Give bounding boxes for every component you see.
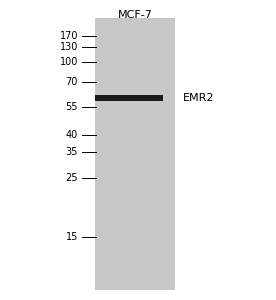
Text: 15: 15 xyxy=(66,232,78,242)
Text: 70: 70 xyxy=(66,77,78,87)
Text: 100: 100 xyxy=(60,57,78,67)
Text: 170: 170 xyxy=(60,31,78,41)
Text: 35: 35 xyxy=(66,147,78,157)
Text: 55: 55 xyxy=(65,102,78,112)
Text: MCF-7: MCF-7 xyxy=(118,10,152,20)
Text: 25: 25 xyxy=(65,173,78,183)
Bar xyxy=(95,95,163,101)
Text: EMR2: EMR2 xyxy=(183,93,214,103)
Bar xyxy=(95,18,175,290)
Text: 130: 130 xyxy=(60,42,78,52)
Text: 40: 40 xyxy=(66,130,78,140)
